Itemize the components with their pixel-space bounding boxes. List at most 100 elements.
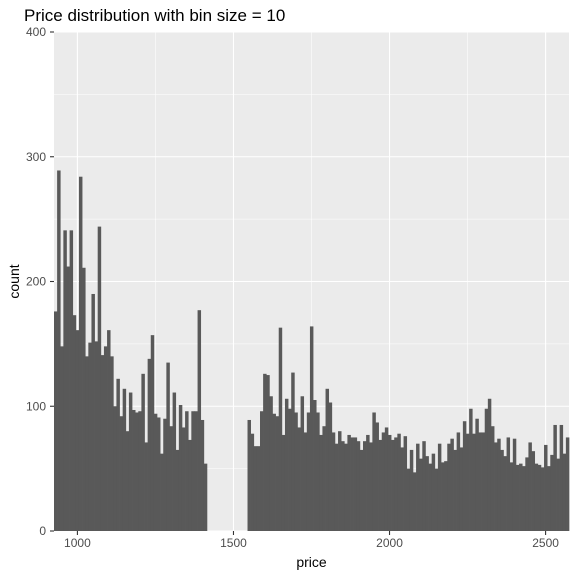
histogram-bar xyxy=(281,434,286,531)
histogram-bar xyxy=(253,446,258,531)
histogram-bar xyxy=(85,356,89,531)
histogram-bar xyxy=(100,355,105,531)
histogram-bar xyxy=(197,310,202,531)
histogram-bar xyxy=(322,426,326,531)
histogram-bar xyxy=(119,416,124,531)
histogram-bar xyxy=(347,434,351,531)
histogram-bar xyxy=(494,442,498,531)
histogram-bar xyxy=(297,427,301,531)
histogram-bar xyxy=(163,418,167,531)
histogram-bar xyxy=(284,398,289,531)
histogram-bar xyxy=(135,412,139,531)
histogram-bar xyxy=(369,442,373,531)
histogram-bar xyxy=(381,432,386,531)
y-tick-label: 300 xyxy=(26,150,46,164)
histogram-bar xyxy=(400,447,404,531)
histogram-bar xyxy=(144,442,148,531)
histogram-bar xyxy=(344,443,348,531)
histogram-bar xyxy=(172,392,177,531)
histogram-bar xyxy=(525,457,529,531)
histogram-bar xyxy=(431,453,436,531)
histogram-bar xyxy=(97,226,102,532)
histogram-bar xyxy=(540,467,545,531)
histogram-bar xyxy=(397,433,401,531)
histogram-bar xyxy=(503,456,507,531)
histogram-bar xyxy=(550,454,554,531)
histogram-bar xyxy=(150,335,155,531)
histogram-bar xyxy=(409,449,414,531)
histogram-bar xyxy=(447,443,451,531)
histogram-bar xyxy=(372,412,376,531)
histogram-bar xyxy=(462,421,467,531)
histogram-bar xyxy=(178,405,183,531)
histogram-bar xyxy=(384,427,389,531)
histogram-bar xyxy=(556,458,560,531)
histogram-bar xyxy=(497,438,501,531)
histogram-bar xyxy=(103,346,108,531)
histogram-bar xyxy=(181,427,186,531)
histogram-bar xyxy=(125,431,130,531)
histogram-bar xyxy=(531,451,536,531)
histogram-bar xyxy=(166,362,170,531)
histogram-bar xyxy=(294,412,298,531)
histogram-bar xyxy=(444,461,448,531)
histogram-bar xyxy=(387,434,392,531)
histogram-bar xyxy=(138,411,142,531)
histogram-bar xyxy=(453,449,457,531)
histogram-bar xyxy=(275,416,280,531)
histogram-bar xyxy=(147,358,152,531)
histogram-bar xyxy=(406,468,411,531)
histogram-bar xyxy=(416,443,420,531)
histogram-bar xyxy=(512,438,517,531)
histogram-bar xyxy=(334,443,339,531)
histogram-bar xyxy=(141,373,145,531)
histogram-bar xyxy=(441,462,445,531)
histogram-bar xyxy=(375,422,379,531)
histogram-bar xyxy=(466,433,470,531)
histogram-bar xyxy=(481,432,486,531)
histogram-bar xyxy=(153,413,158,531)
histogram-bars xyxy=(54,170,570,532)
histogram-bar xyxy=(316,412,320,531)
histogram-bar xyxy=(63,230,67,532)
histogram-bar xyxy=(91,293,95,531)
histogram-bar xyxy=(107,330,111,531)
histogram-bar xyxy=(256,446,261,531)
histogram-bar xyxy=(128,392,133,531)
histogram-bar xyxy=(412,472,417,531)
histogram-bar xyxy=(528,442,532,531)
histogram-bar xyxy=(110,356,114,531)
y-tick-label: 400 xyxy=(26,25,46,39)
histogram-bar xyxy=(562,453,567,531)
histogram-bar xyxy=(500,449,504,531)
histogram-bar xyxy=(122,388,127,531)
histogram-bar xyxy=(132,409,136,531)
histogram-bar xyxy=(391,439,395,531)
histogram-bar xyxy=(422,441,426,531)
histogram-bar xyxy=(328,402,333,531)
histogram-bar xyxy=(331,432,336,531)
histogram-bar xyxy=(303,432,308,531)
histogram-bar xyxy=(519,463,523,531)
histogram-bar xyxy=(487,398,492,531)
histogram-bar xyxy=(54,311,58,531)
histogram-bar xyxy=(185,411,189,531)
histogram-bar xyxy=(478,432,482,531)
histogram-bar xyxy=(194,411,198,531)
histogram-bar xyxy=(278,327,283,531)
histogram-bar xyxy=(266,375,270,531)
histogram-bar xyxy=(69,230,74,532)
x-axis-label: price xyxy=(296,554,327,570)
histogram-bar xyxy=(263,373,267,531)
histogram-bar xyxy=(191,411,195,531)
histogram-bar xyxy=(309,326,314,531)
histogram-bar xyxy=(113,406,117,531)
histogram-bar xyxy=(469,408,473,531)
histogram-bar xyxy=(203,463,208,531)
histogram-bar xyxy=(247,419,251,531)
histogram-bar xyxy=(288,408,292,531)
histogram-bar xyxy=(94,341,99,531)
histogram-bar xyxy=(559,424,564,531)
histogram-bar xyxy=(506,437,511,531)
